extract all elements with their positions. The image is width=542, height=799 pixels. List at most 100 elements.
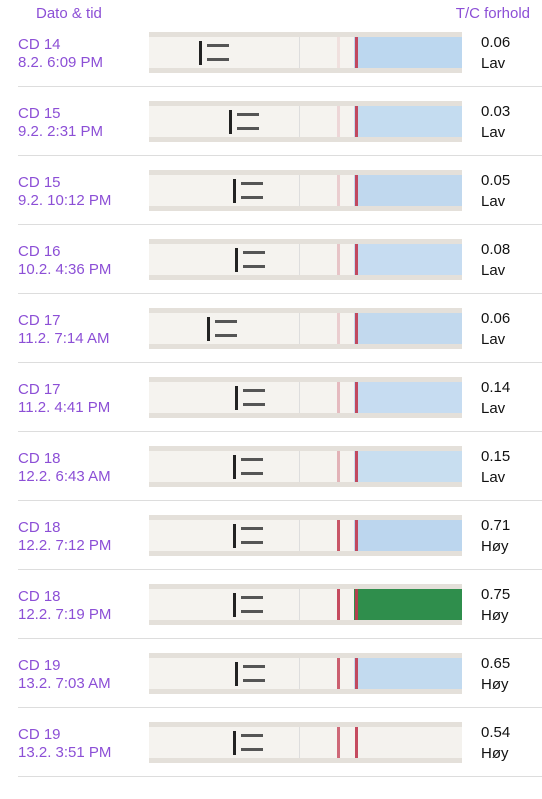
test-time: 12.2. 7:19 PM [18,606,112,623]
window-edge [299,658,300,689]
control-line [355,106,358,137]
max-marker [229,110,232,134]
lh-level: Høy [481,538,509,555]
max-marker [233,455,236,479]
window-edge [299,382,300,413]
test-time: 12.2. 7:12 PM [18,537,112,554]
arrow-mark [243,265,265,268]
test-line [337,520,340,551]
test-strip-photo [149,32,462,73]
arrow-mark [241,472,263,475]
window-edge [299,106,300,137]
strip-tint [354,244,462,275]
arrow-mark [237,113,259,116]
test-row: CD 19 13.2. 7:03 AM 0.65 Høy [0,639,542,708]
arrow-mark [241,182,263,185]
lh-level: Lav [481,331,506,348]
cycle-day: CD 16 [18,243,61,260]
row-divider [18,224,542,225]
row-divider [18,431,542,432]
cycle-day: CD 18 [18,519,61,536]
test-line [337,382,340,413]
lh-level: Høy [481,676,509,693]
test-time: 9.2. 2:31 PM [18,123,104,140]
max-marker [233,593,236,617]
strip-tint [354,313,462,344]
row-divider [18,776,542,777]
header-date: Dato & tid [36,5,102,22]
tc-ratio: 0.54 [481,724,511,741]
control-line [355,175,358,206]
arrow-mark [237,127,259,130]
test-row: CD 18 12.2. 6:43 AM 0.15 Lav [0,432,542,501]
row-divider [18,155,542,156]
tc-ratio: 0.15 [481,448,511,465]
test-time: 9.2. 10:12 PM [18,192,112,209]
test-strip-photo [149,722,462,763]
test-strip-photo [149,239,462,280]
max-marker [199,41,202,65]
control-line [355,37,358,68]
window-edge [299,37,300,68]
arrow-mark [241,458,263,461]
row-divider [18,500,542,501]
test-time: 8.2. 6:09 PM [18,54,104,71]
test-strip-photo [149,308,462,349]
test-row: CD 18 12.2. 7:12 PM 0.71 Høy [0,501,542,570]
lh-level: Lav [481,193,506,210]
test-line [337,244,340,275]
strip-tint [354,37,462,68]
cycle-day: CD 18 [18,588,61,605]
max-marker [233,731,236,755]
cycle-day: CD 15 [18,105,61,122]
arrow-mark [243,679,265,682]
cycle-day: CD 14 [18,36,61,53]
max-marker [235,248,238,272]
strip-tint [354,451,462,482]
test-strip-photo [149,515,462,556]
lh-level: Lav [481,262,506,279]
row-divider [18,707,542,708]
tc-ratio: 0.06 [481,34,511,51]
test-line [337,727,340,758]
control-line [355,313,358,344]
test-line [337,175,340,206]
window-edge [299,589,300,620]
test-time: 10.2. 4:36 PM [18,261,112,278]
test-time: 12.2. 6:43 AM [18,468,111,485]
control-line [355,658,358,689]
cycle-day: CD 18 [18,450,61,467]
tc-ratio: 0.08 [481,241,511,258]
row-divider [18,293,542,294]
test-line [337,37,340,68]
max-marker [207,317,210,341]
test-row: CD 15 9.2. 10:12 PM 0.05 Lav [0,156,542,225]
arrow-mark [241,196,263,199]
control-line [355,589,358,620]
strip-tint [354,589,462,620]
max-marker [235,386,238,410]
list-header: Dato & tid T/C forhold [0,0,542,28]
arrow-mark [207,58,229,61]
test-time: 11.2. 4:41 PM [18,399,111,416]
window-edge [299,175,300,206]
test-strip-photo [149,584,462,625]
test-time: 13.2. 3:51 PM [18,744,112,761]
test-line [337,106,340,137]
control-line [355,244,358,275]
row-divider [18,362,542,363]
test-line [337,451,340,482]
control-line [355,451,358,482]
lh-level: Lav [481,124,506,141]
test-strip-photo [149,653,462,694]
arrow-mark [243,251,265,254]
lh-level: Lav [481,55,506,72]
strip-tint [354,175,462,206]
test-row: CD 16 10.2. 4:36 PM 0.08 Lav [0,225,542,294]
test-line [337,658,340,689]
window-edge [299,244,300,275]
strip-tint [354,658,462,689]
window-edge [299,313,300,344]
